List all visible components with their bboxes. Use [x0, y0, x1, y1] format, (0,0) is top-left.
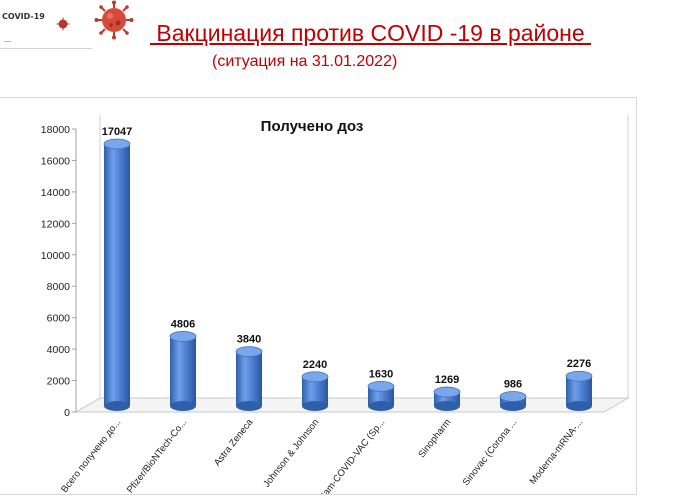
y-tick-label: 0	[64, 407, 70, 419]
virus-icon	[94, 0, 134, 40]
logo-dash: —	[4, 38, 11, 45]
x-tick-label: Johnson & Johnson	[261, 417, 321, 490]
bar-base-5	[434, 401, 460, 411]
page-subtitle: (ситуация на 31.01.2022)	[212, 53, 398, 70]
bar-base-7	[566, 401, 592, 411]
bar-base-3	[302, 401, 328, 411]
logo-box: COVID-19 —	[0, 0, 92, 49]
y-tick-label: 14000	[41, 187, 70, 199]
bar-base-1	[170, 401, 196, 411]
bar-top-2	[235, 346, 263, 358]
bar-4	[368, 386, 394, 406]
data-label: 4806	[171, 318, 195, 330]
x-tick-label: Sinopharm	[416, 417, 453, 460]
y-tick-label: 18000	[41, 124, 70, 136]
y-tick-label: 2000	[47, 376, 71, 388]
bar-top-4	[367, 380, 395, 392]
page-title: Вакцинация против COVID -19 в районе	[150, 20, 592, 46]
chart-floor	[74, 397, 630, 413]
bar-top-0	[103, 138, 131, 150]
y-tick-label: 10000	[41, 250, 70, 262]
data-label: 986	[504, 378, 522, 390]
y-tick-label: 4000	[47, 344, 71, 356]
chart-frame: 0 2000 4000 6000 8000 10000 12000 14000 16000 180…	[0, 97, 637, 495]
bar-2	[236, 351, 262, 406]
data-label: 2240	[303, 359, 327, 371]
x-tick-label: Moderna-mRNA-...	[528, 417, 586, 487]
x-tick-label: Всего получено до...	[59, 417, 123, 494]
bar-0	[104, 143, 130, 406]
bar-base-2	[236, 401, 262, 411]
bar-base-4	[368, 401, 394, 411]
bar-base-6	[500, 401, 526, 411]
y-tick-label: 16000	[41, 155, 70, 167]
chart-wall-left	[75, 129, 101, 413]
virus-icon-small	[56, 17, 70, 31]
y-tick-label: 6000	[47, 313, 71, 325]
x-tick-label: Sinovac (Corona ...	[461, 417, 520, 488]
x-tick-label: Gam-COVID-VAC (Sp...	[316, 417, 387, 494]
bar-chart: 0 2000 4000 6000 8000 10000 12000 14000 16000 180…	[41, 115, 630, 494]
y-tick-label: 12000	[41, 218, 70, 230]
chart-title: Получено доз	[261, 118, 364, 135]
data-label: 1630	[369, 368, 393, 380]
logo-text: COVID-19	[2, 12, 45, 21]
x-tick-label: Pfizer/BioNTech-Co...	[125, 417, 190, 494]
data-label: 3840	[237, 334, 261, 346]
data-label: 1269	[435, 374, 459, 386]
bar-top-7	[565, 370, 593, 382]
bar-top-5	[433, 386, 461, 398]
bar-top-6	[499, 391, 527, 402]
x-tick-label: Astra Zeneca	[212, 417, 256, 469]
bar-base-0	[104, 401, 130, 411]
data-label: 2276	[567, 358, 591, 370]
y-tick-label: 8000	[47, 281, 71, 293]
data-label: 17047	[102, 126, 133, 138]
bar-1	[170, 336, 196, 406]
bar-top-3	[301, 371, 329, 383]
bar-top-1	[169, 331, 197, 342]
